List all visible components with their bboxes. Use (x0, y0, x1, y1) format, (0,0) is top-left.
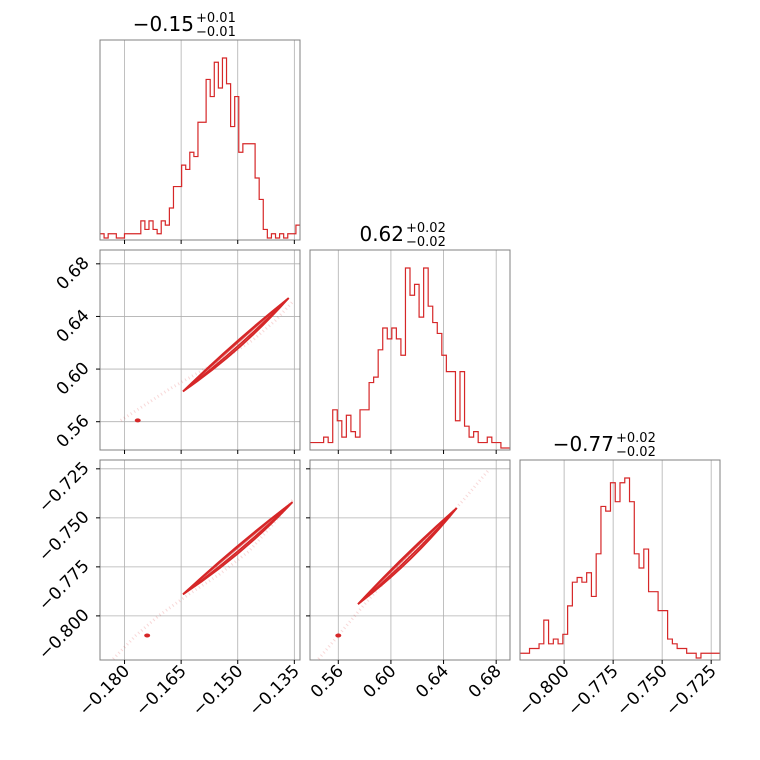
param-title-upper-3: +0.02 (616, 431, 656, 446)
panel-frame (309, 459, 511, 661)
param-title-upper-1: +0.01 (196, 11, 236, 26)
outlier-point (144, 633, 151, 638)
x-tick-label: 0.60 (360, 661, 401, 702)
param-title-value-1: −0.15 (133, 12, 194, 36)
param-title-lower-2: −0.02 (406, 235, 446, 250)
panel-frame (519, 459, 721, 661)
param-title-lower-1: −0.01 (196, 25, 236, 40)
contour-core (357, 507, 458, 605)
contour-core (182, 501, 293, 595)
contour-level-2 (182, 501, 294, 596)
panel-frame (99, 249, 301, 451)
histogram-1 (100, 57, 300, 239)
panel-frame (99, 39, 301, 241)
x-tick-label: 0.64 (412, 661, 453, 702)
y-tick-label: 0.68 (53, 253, 94, 294)
x-tick-label: −0.180 (75, 661, 134, 720)
contour-core (182, 297, 290, 392)
histogram-3 (520, 477, 720, 659)
x-tick-label: −0.135 (245, 661, 304, 720)
histogram-2 (310, 267, 510, 449)
param-title-value-3: −0.77 (553, 432, 614, 456)
contour-level-2 (357, 507, 458, 605)
x-tick-label: −0.165 (132, 661, 191, 720)
panel-frame (99, 459, 301, 661)
param-title-lower-3: −0.02 (616, 445, 656, 460)
x-tick-label: −0.725 (662, 661, 721, 720)
outlier-point (134, 418, 141, 423)
x-tick-label: −0.750 (613, 661, 672, 720)
x-tick-label: −0.775 (564, 661, 623, 720)
param-title-value-2: 0.62 (359, 222, 404, 246)
x-tick-label: −0.800 (515, 661, 574, 720)
y-tick-label: −0.800 (35, 605, 94, 664)
param-title-upper-2: +0.02 (406, 221, 446, 236)
y-tick-label: 0.56 (53, 411, 94, 452)
density-trail (119, 300, 294, 422)
y-tick-label: 0.64 (53, 306, 94, 347)
x-tick-label: 0.68 (465, 661, 506, 702)
x-tick-label: −0.150 (189, 661, 248, 720)
panel-frame (309, 249, 511, 451)
y-tick-label: 0.60 (53, 358, 94, 399)
y-tick-label: −0.725 (35, 458, 94, 517)
outlier-point (335, 633, 342, 638)
y-tick-label: −0.750 (35, 507, 94, 566)
y-tick-label: −0.775 (35, 556, 94, 615)
x-tick-label: 0.56 (307, 661, 348, 702)
